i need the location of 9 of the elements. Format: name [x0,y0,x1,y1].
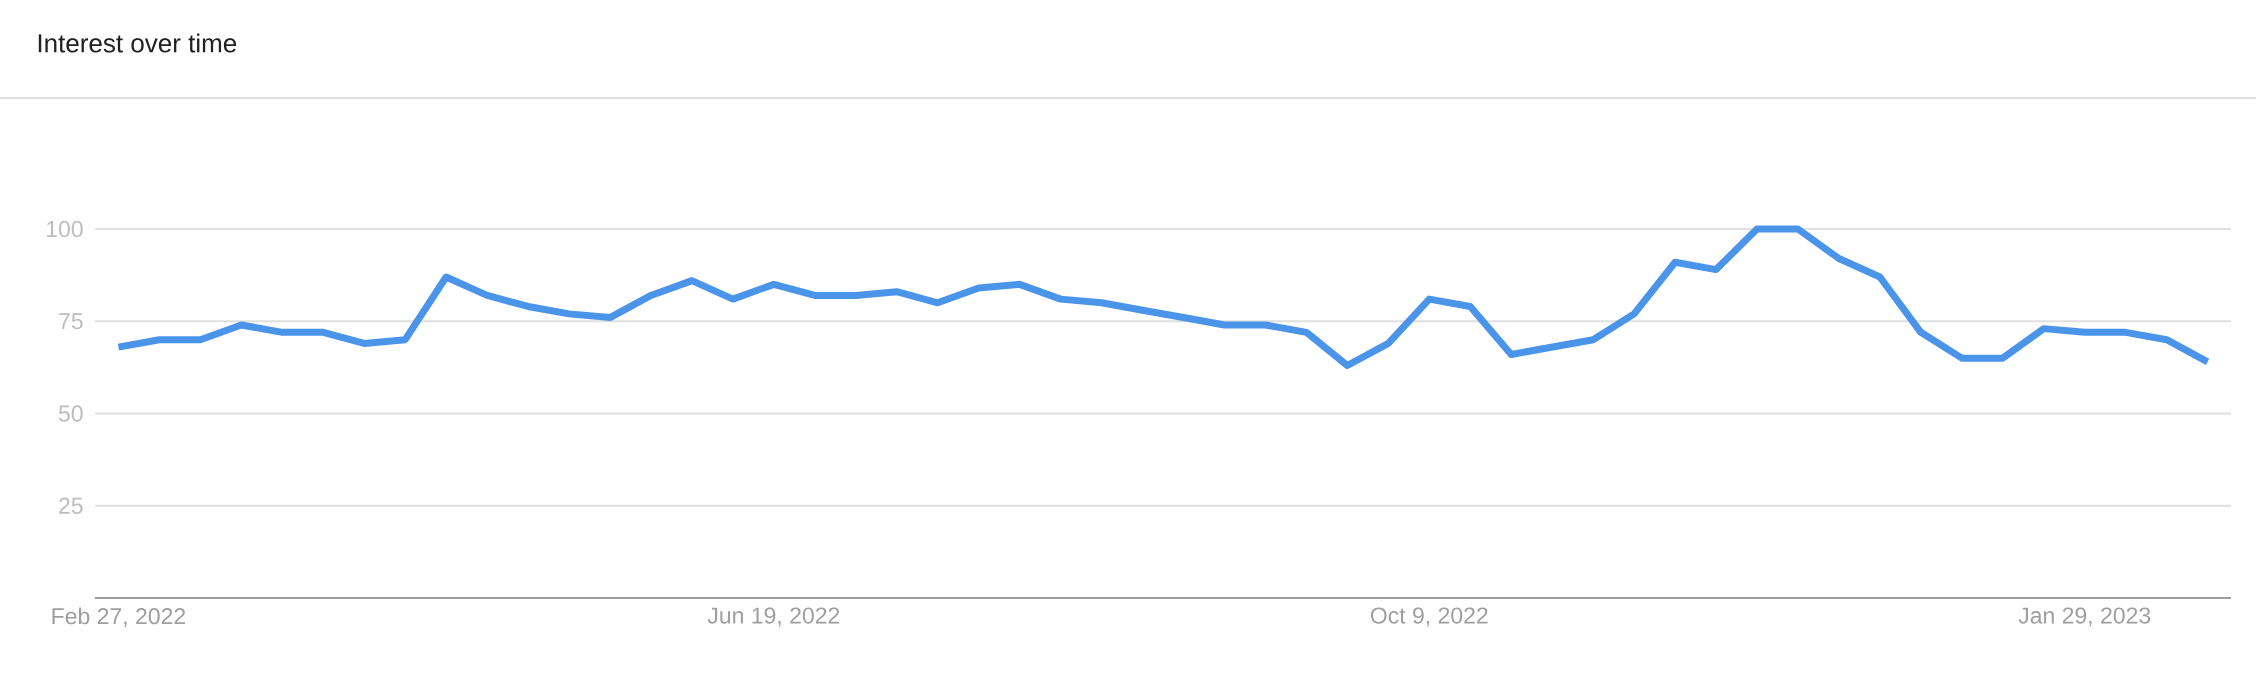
y-tick-label: 100 [46,220,83,238]
x-tick-label: Jan 29, 2023 [2018,607,2151,627]
y-tick-label: 25 [59,497,83,514]
chart-title: Interest over time [38,33,237,53]
x-tick-label: Jun 19, 2022 [707,607,840,627]
x-tick-label: Oct 9, 2022 [1370,607,1488,627]
y-tick-label: 50 [58,405,83,422]
y-tick-label: 75 [59,313,83,330]
x-tick-label: Feb 27, 2022 [52,607,185,628]
